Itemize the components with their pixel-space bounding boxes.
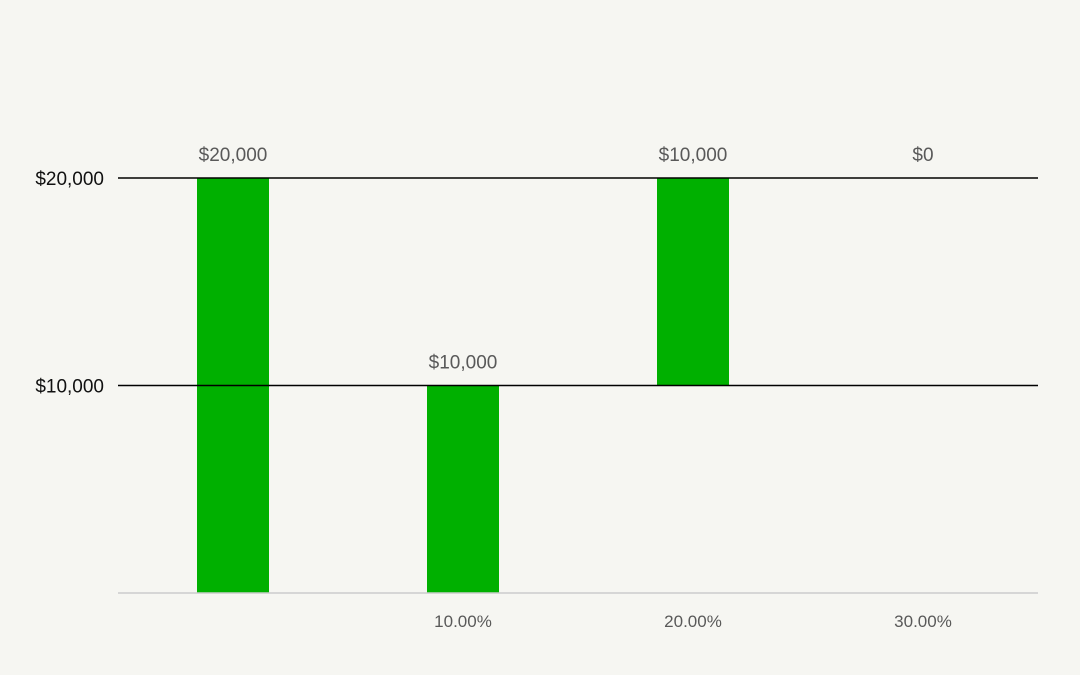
data-label: $10,000 bbox=[659, 145, 728, 166]
bar-1 bbox=[427, 385, 499, 593]
gridlines bbox=[118, 177, 1038, 387]
x-tick-label: 20.00% bbox=[664, 612, 722, 631]
data-labels: $20,000 $10,000 $10,000 $0 bbox=[199, 145, 934, 374]
x-tick-label: 30.00% bbox=[894, 612, 952, 631]
x-axis-labels: 10.00% 20.00% 30.00% bbox=[434, 612, 952, 631]
data-label: $10,000 bbox=[429, 353, 498, 374]
y-axis-labels: $10,000 $20,000 bbox=[35, 169, 104, 398]
x-tick-label: 10.00% bbox=[434, 612, 492, 631]
y-tick-label: $20,000 bbox=[35, 169, 104, 190]
y-tick-label: $10,000 bbox=[35, 377, 104, 398]
data-label: $0 bbox=[912, 145, 933, 166]
bar-2 bbox=[657, 178, 729, 386]
data-label: $20,000 bbox=[199, 145, 268, 166]
